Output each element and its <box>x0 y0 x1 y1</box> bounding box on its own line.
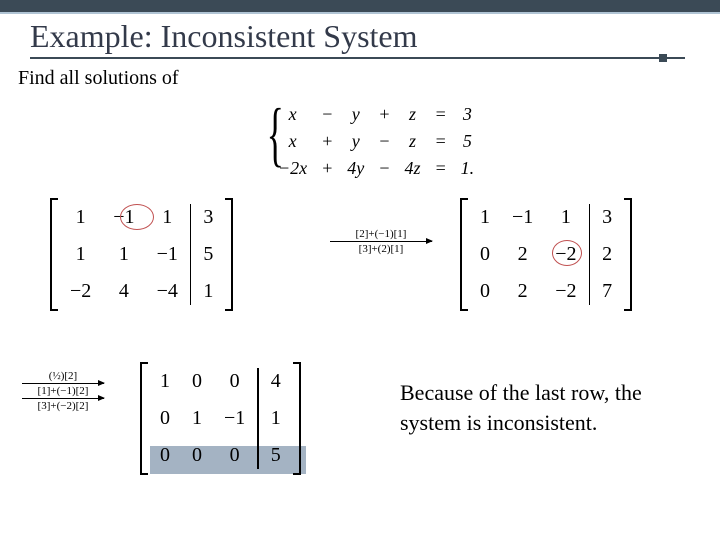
slide-top-bar <box>0 0 720 14</box>
conclusion-text: Because of the last row, the system is i… <box>400 378 670 437</box>
arrow-icon <box>22 398 104 399</box>
slide-title: Example: Inconsistent System <box>0 14 720 57</box>
row-ops-2: (½)[2] [1]+(−1)[2] [3]+(−2)[2] <box>22 370 104 412</box>
equation-row: x−y+z=3 <box>272 102 480 127</box>
equation-row: x+y−z=5 <box>272 129 480 154</box>
equation-system: x−y+z=3 x+y−z=5 −2x+4y−4z=1. <box>270 100 482 183</box>
arrow-icon <box>330 241 432 242</box>
arrow-icon <box>22 383 104 384</box>
title-underline <box>30 57 685 59</box>
matrix-2: 1−11 02−2 02−2 3 2 7 <box>460 198 632 311</box>
matrix-3: 100 01−1 000 4 1 5 <box>140 362 301 475</box>
equation-row: −2x+4y−4z=1. <box>272 156 480 181</box>
subtitle-text: Find all solutions of <box>0 59 720 96</box>
row-ops-1: [2]+(−1)[1] [3]+(2)[1] <box>330 228 432 255</box>
matrix-1: 1−11 11−1 −24−4 3 5 1 <box>50 198 233 311</box>
